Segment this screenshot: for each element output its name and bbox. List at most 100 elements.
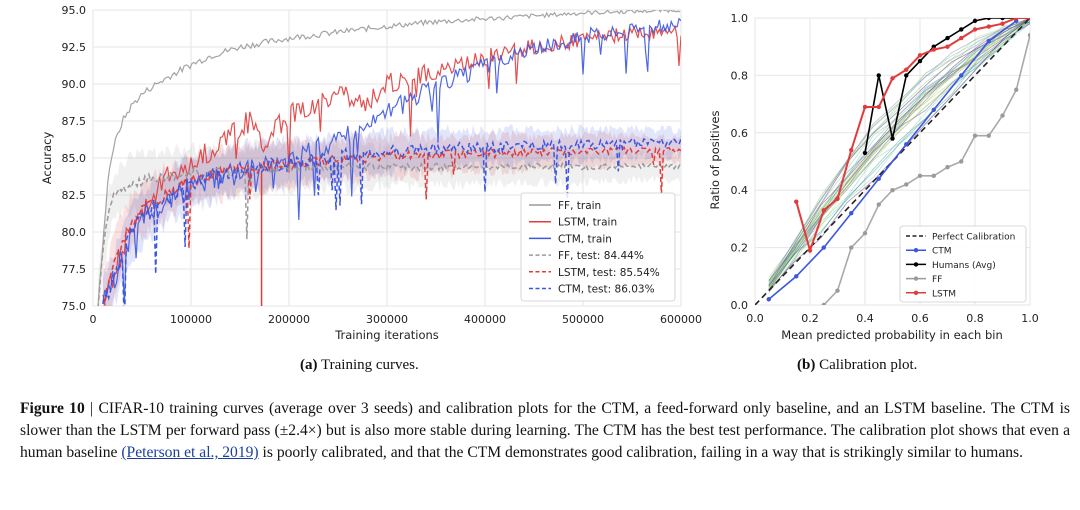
x-tick-label: 600000 — [660, 313, 702, 326]
tick-calibration-curve — [768, 18, 1030, 292]
x-tick-label: 500000 — [562, 313, 604, 326]
marker-human — [959, 27, 964, 32]
y-tick-label: 0.6 — [731, 127, 749, 140]
citation-link[interactable]: (Peterson et al., 2019) — [121, 444, 259, 461]
tick-calibration-curve — [768, 18, 1030, 283]
panel-b-label: (b) — [797, 357, 816, 373]
legend: FF, train LSTM, train CTM, train FF, test: … — [520, 192, 676, 302]
tick-calibration-curve — [768, 23, 1030, 293]
marker-human — [862, 150, 868, 156]
marker-lstm — [904, 67, 909, 72]
legend-label: Humans (Avg) — [932, 261, 996, 271]
marker-lstm — [986, 24, 991, 29]
x-tick-label: 0.6 — [911, 312, 929, 325]
marker-lstm — [849, 147, 854, 153]
y-axis-label: Accuracy — [40, 132, 54, 185]
marker-ff — [986, 133, 991, 138]
legend-label: CTM, test: 86.03% — [558, 284, 655, 296]
tick-calibration-curve — [768, 18, 1030, 288]
marker-lstm — [794, 199, 799, 204]
tick-calibration-curve — [768, 21, 1030, 281]
figure-canvas: 75.0 77.5 80.0 82.5 85.0 87.5 90.0 92.5 95.0 0 100… — [40, 4, 1039, 342]
marker-human — [904, 73, 909, 78]
marker-human — [945, 35, 950, 41]
marker-ff — [959, 159, 964, 164]
marker-lstm — [1000, 21, 1005, 26]
series-line-1 — [102, 24, 681, 305]
marker-lstm — [807, 248, 813, 253]
x-tick-label: 0.8 — [966, 312, 984, 325]
series-line-0 — [97, 10, 681, 306]
marker-ff — [917, 173, 923, 179]
tick-calibration-curve — [768, 18, 1030, 286]
marker-lstm — [890, 76, 895, 81]
marker-ctm — [959, 73, 964, 78]
calibration-line-perfect — [755, 18, 1030, 305]
y-tick-label: 92.5 — [62, 41, 87, 54]
tick-calibration-curve — [768, 21, 1030, 285]
x-tick-label: 200000 — [268, 313, 310, 326]
marker-ff — [862, 231, 868, 236]
caption-body-1: CIFAR-10 training curves (average over 3… — [20, 400, 1071, 461]
x-tick-label: 0.2 — [801, 312, 819, 325]
legend: Perfect Calibration CTM Humans (Avg) FF LSTM — [899, 225, 1027, 303]
tick-calibration-curve — [768, 18, 1030, 290]
marker-ff — [890, 188, 895, 193]
series-line-3 — [97, 160, 681, 306]
marker-ff — [1027, 33, 1030, 38]
marker-ctm — [821, 245, 826, 250]
series-line-4 — [102, 146, 681, 306]
marker-lstm — [862, 104, 868, 110]
marker-lstm — [931, 47, 936, 52]
series-line-5 — [102, 136, 681, 306]
x-tick-label: 300000 — [366, 313, 408, 326]
y-tick-label: 0.4 — [731, 184, 749, 197]
marker-human — [1000, 18, 1005, 21]
marker-human — [972, 18, 978, 24]
y-tick-label: 95.0 — [62, 4, 87, 17]
marker-human — [876, 73, 881, 78]
marker-ff — [835, 288, 840, 293]
legend-label: CTM — [932, 247, 952, 257]
marker-lstm — [917, 53, 923, 58]
legend-label: LSTM, test: 85.54% — [558, 267, 660, 279]
legend-label: Perfect Calibration — [932, 233, 1015, 243]
y-tick-label: 90.0 — [62, 78, 87, 91]
marker-lstm — [959, 35, 964, 41]
y-tick-label: 80.0 — [62, 226, 87, 239]
marker-ctm — [876, 176, 881, 181]
marker-lstm — [1027, 18, 1030, 21]
tick-calibration-curve — [768, 23, 1030, 292]
y-tick-label: 0.8 — [731, 69, 749, 82]
marker-lstm — [835, 196, 840, 202]
marker-ctm — [904, 142, 909, 147]
marker-human — [917, 58, 923, 64]
panel-b-caption: (b) Calibration plot. — [797, 357, 917, 374]
tick-calibration-curve — [768, 18, 1030, 281]
legend-label: FF, train — [558, 200, 601, 212]
marker-ctm — [766, 297, 771, 302]
panel-b-text: Calibration plot. — [819, 357, 918, 373]
legend-label: FF, test: 84.44% — [558, 250, 644, 262]
confidence-band — [97, 138, 680, 306]
x-axis-label: Training iterations — [334, 328, 439, 342]
caption-body-2: is poorly calibrated, and that the CTM d… — [258, 444, 1024, 461]
marker-ff — [1014, 87, 1019, 92]
marker-lstm — [972, 27, 978, 32]
panel-a-text: Training curves. — [320, 357, 419, 373]
panel-a-label: (a) — [300, 357, 318, 373]
marker-ff — [849, 245, 854, 250]
y-tick-label: 85.0 — [62, 152, 87, 165]
calibration-chart: 0.0 0.2 0.4 0.6 0.8 1.0 0.0 0.2 0.4 0.6 0.8 1.0 Mea… — [708, 12, 1039, 342]
marker-lstm — [876, 104, 881, 110]
calibration-line-lstm — [795, 18, 1030, 254]
marker-ff — [931, 173, 936, 179]
confidence-band — [102, 130, 681, 306]
tick-calibration-curve — [768, 18, 1030, 283]
y-tick-label: 82.5 — [62, 189, 87, 202]
marker-ff — [876, 202, 881, 207]
tick-calibration-curve — [768, 23, 1030, 292]
x-tick-label: 0 — [90, 313, 97, 326]
tick-calibration-curve — [768, 18, 1030, 287]
marker-human — [890, 136, 895, 141]
